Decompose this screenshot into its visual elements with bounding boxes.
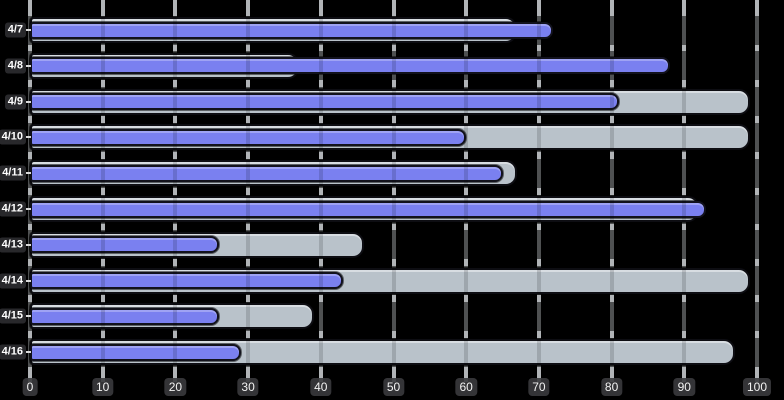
y-axis-tick-label: 4/14 [0,273,26,289]
x-gridline-overlay [464,0,469,378]
x-gridline-overlay [609,0,614,378]
y-axis-tick-label: 4/10 [0,129,26,145]
x-gridline [464,0,469,382]
y-axis-tick-mark [26,64,31,67]
x-axis-tick-label: 0 [22,378,38,396]
x-gridline-overlay [682,0,687,378]
y-axis-tick-label: 4/16 [0,344,26,360]
bar-blue [30,57,670,75]
bar-gray [30,267,750,294]
y-axis-tick-mark [26,351,31,354]
y-axis-tick-mark [26,100,31,103]
y-axis-tick-mark [26,172,31,175]
x-axis-tick-label: 60 [455,378,477,396]
x-gridline-overlay [28,0,32,378]
x-gridline-overlay [318,0,323,378]
x-axis-tick-label: 20 [164,378,187,396]
y-axis-tick-label: 4/7 [4,22,26,38]
x-axis-tick-label: 100 [742,378,772,396]
x-axis-tick-label: 80 [600,378,623,396]
x-axis-tick-label: 40 [310,378,332,396]
bar-blue [30,128,467,146]
x-gridline-overlay [246,0,251,378]
y-axis-tick-mark [26,29,31,31]
x-gridline [609,0,614,382]
y-axis-tick-mark [26,136,31,139]
x-gridline [246,0,251,382]
y-axis-tick-mark [26,243,31,246]
x-gridline [536,0,541,382]
x-gridline-overlay [755,0,759,378]
x-gridline [318,0,323,382]
x-axis-tick-label: 10 [92,378,114,396]
y-axis-tick-label: 4/15 [0,308,26,324]
x-gridline-overlay [536,0,541,378]
x-gridline [100,0,105,382]
x-axis-tick-label: 70 [528,378,550,396]
y-axis-tick-mark [26,208,31,210]
x-gridline-overlay [173,0,178,378]
bar-blue [30,200,707,218]
bar-blue [30,307,220,325]
bar-blue [30,272,343,290]
x-gridline-overlay [391,0,396,378]
y-axis-tick-label: 4/13 [0,237,26,253]
y-axis-tick-mark [26,279,31,282]
x-axis-tick-label: 90 [673,378,695,396]
x-gridline [682,0,687,382]
x-axis-tick-label: 50 [382,378,405,396]
bar-blue [30,21,554,39]
y-axis-tick-label: 4/9 [4,94,26,110]
x-gridline-overlay [100,0,105,378]
y-axis-tick-label: 4/12 [0,201,26,217]
x-gridline [28,0,32,382]
x-gridline [391,0,396,382]
x-axis-tick-label: 30 [237,378,259,396]
y-axis-tick-mark [26,315,31,318]
y-axis-tick-label: 4/8 [4,58,26,74]
x-gridline [173,0,178,382]
bar-blue [30,236,220,254]
bar-blue [30,343,241,361]
x-gridline [755,0,759,382]
y-axis-tick-label: 4/11 [0,165,26,181]
bar-blue [30,93,619,111]
